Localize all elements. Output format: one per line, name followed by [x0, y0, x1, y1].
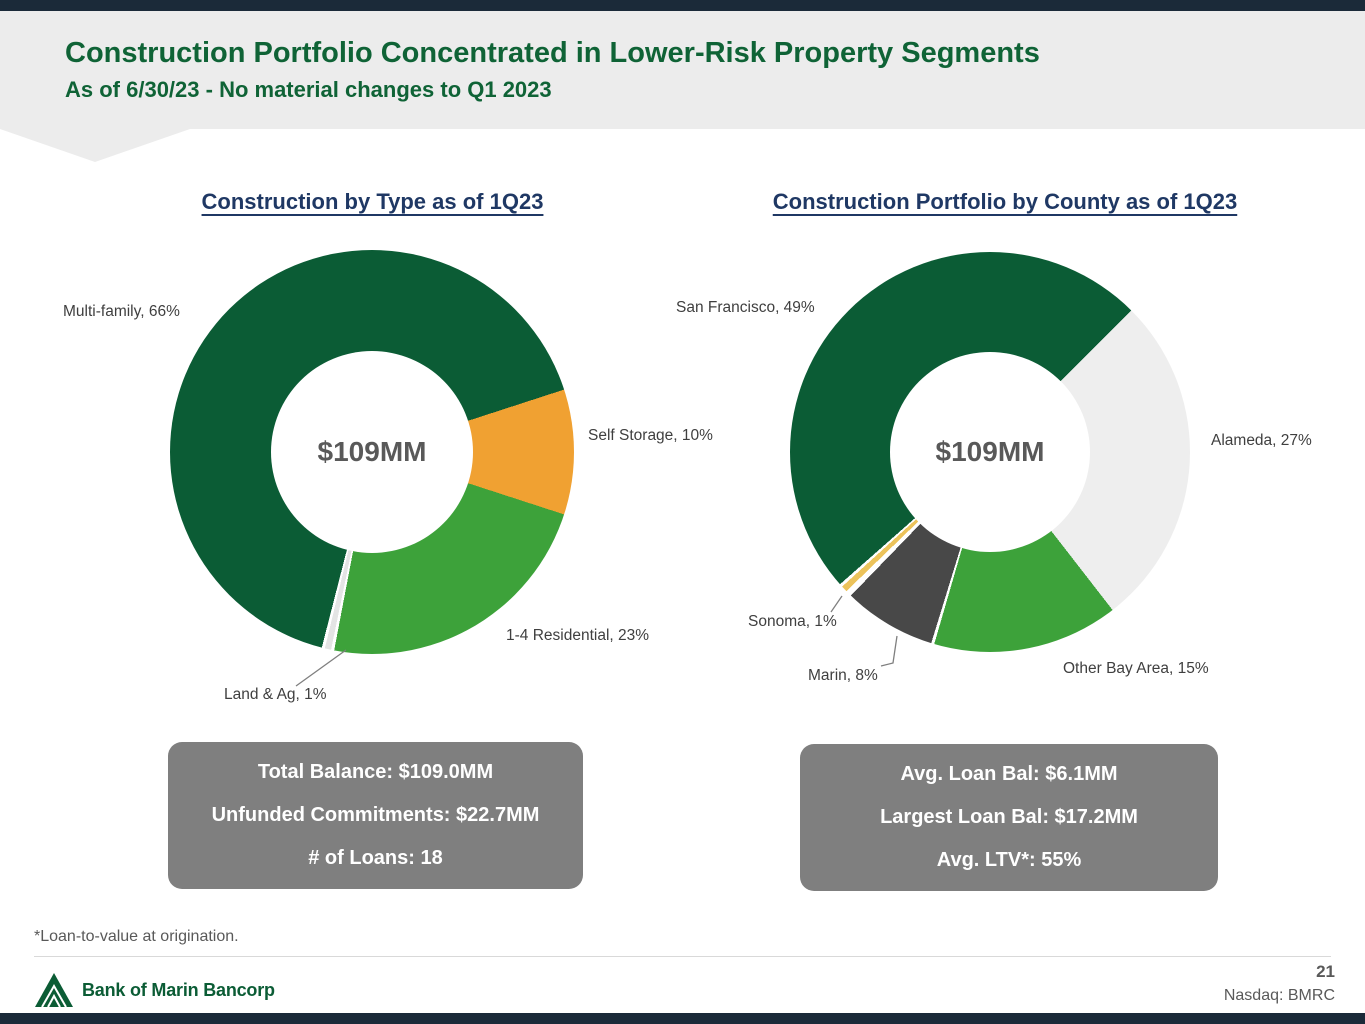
slice-label-land-ag: Land & Ag, 1%	[224, 686, 327, 703]
summary-line-unfunded-commitments: Unfunded Commitments: $22.7MM	[211, 804, 540, 826]
bottom-accent-bar	[0, 1013, 1365, 1024]
summary-line-number-of-loans: # of Loans: 18	[308, 847, 443, 869]
donut-hole: $109MM	[890, 352, 1090, 552]
summary-line-avg-ltv: Avg. LTV*: 55%	[936, 849, 1082, 871]
type-summary-box: Total Balance: $109.0MM Unfunded Commitm…	[168, 742, 583, 889]
top-accent-bar	[0, 0, 1365, 11]
slice-label-alameda: Alameda, 27%	[1211, 432, 1312, 449]
slice-label-other-bay-area: Other Bay Area, 15%	[1063, 660, 1209, 677]
slice-label-1-4-residential: 1-4 Residential, 23%	[506, 627, 650, 644]
county-summary-box: Avg. Loan Bal: $6.1MM Largest Loan Bal: …	[800, 744, 1218, 891]
company-logo-text: Bank of Marin Bancorp	[82, 979, 275, 1000]
slice-label-marin: Marin, 8%	[808, 667, 878, 684]
header-band: Construction Portfolio Concentrated in L…	[0, 11, 1365, 162]
land-ag-leader-line	[295, 649, 347, 687]
donut-hole: $109MM	[271, 351, 473, 553]
construction-by-county-donut-chart: $109MM	[790, 252, 1190, 652]
left-chart-title: Construction by Type as of 1Q23	[201, 189, 544, 214]
construction-by-type-donut-chart: $109MM	[170, 250, 574, 654]
donut-center-total: $109MM	[935, 436, 1045, 467]
company-logo: Bank of Marin Bancorp	[34, 972, 275, 1008]
slice-label-multi-family: Multi-family, 66%	[63, 303, 180, 320]
footnote: *Loan-to-value at origination.	[34, 928, 239, 945]
donut-center-total: $109MM	[317, 436, 427, 467]
page-number: 21	[1316, 962, 1335, 981]
sonoma-leader-line	[830, 595, 843, 613]
slice-label-san-francisco: San Francisco, 49%	[676, 299, 815, 316]
footer-divider	[34, 956, 1331, 957]
slide-title: Construction Portfolio Concentrated in L…	[65, 37, 1040, 69]
marin-leader-line	[880, 635, 898, 667]
mountain-logo-icon	[35, 973, 73, 1008]
summary-line-largest-loan-bal: Largest Loan Bal: $17.2MM	[880, 806, 1138, 828]
summary-line-total-balance: Total Balance: $109.0MM	[257, 761, 494, 783]
right-chart-title: Construction Portfolio by County as of 1…	[772, 189, 1238, 214]
slice-label-sonoma: Sonoma, 1%	[748, 613, 837, 630]
slice-label-self-storage: Self Storage, 10%	[588, 427, 713, 444]
slide-subtitle: As of 6/30/23 - No material changes to Q…	[65, 77, 552, 102]
summary-line-avg-loan-bal: Avg. Loan Bal: $6.1MM	[900, 763, 1118, 785]
ticker-label: Nasdaq: BMRC	[1223, 987, 1335, 1004]
